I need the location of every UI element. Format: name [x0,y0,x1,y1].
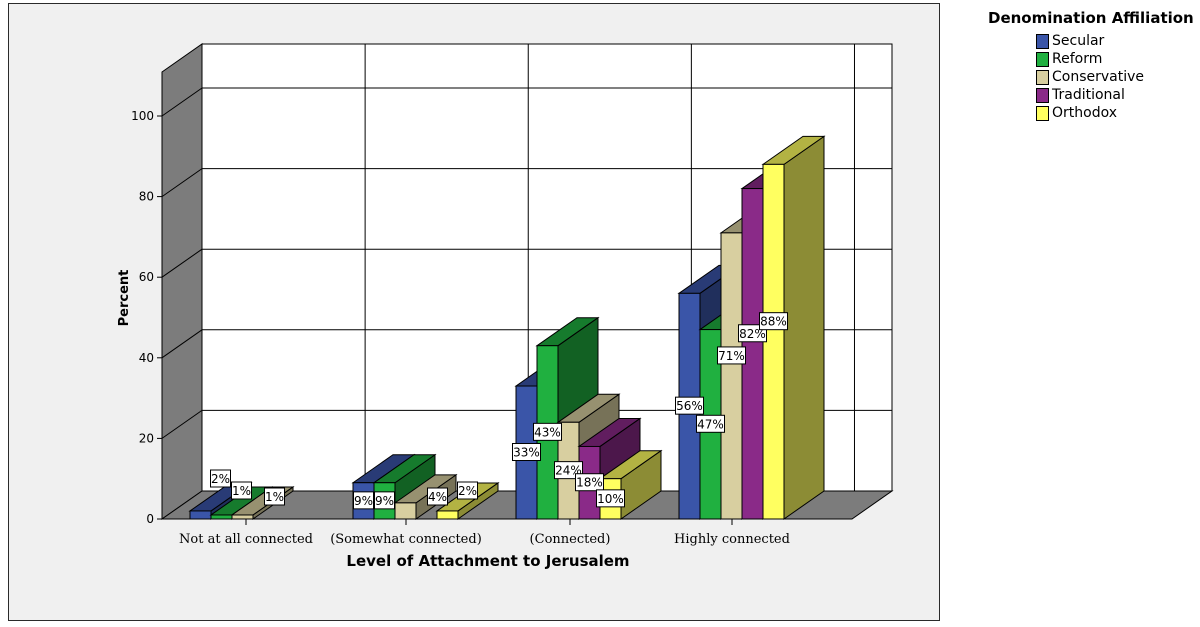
y-axis-label: Percent [117,270,132,327]
x-tick-label: (Somewhat connected) [330,532,482,547]
data-label-box [231,481,252,500]
data-label: 33% [513,446,540,460]
legend-label: Reform [1052,51,1103,67]
data-label: 4% [428,490,447,504]
data-label-box [512,443,541,462]
gridline [161,87,203,117]
legend-swatch-reform [1036,51,1049,67]
gridline [161,329,203,359]
data-label: 47% [697,417,724,431]
data-label-box [374,491,395,510]
data-label-box [696,414,725,433]
data-label-box [759,312,788,331]
data-label: 88% [760,315,787,329]
legend: Secular Reform Conservative Traditional … [1036,32,1144,122]
y-tick-label: 40 [139,351,154,365]
legend-item: Traditional [1036,86,1144,104]
legend-title: Denomination Affiliation [988,9,1194,27]
data-label: 1% [232,484,251,498]
y-tick-label: 20 [139,431,154,445]
data-label: 10% [597,492,624,506]
bar [436,510,459,520]
data-label: 56% [676,399,703,413]
x-tick-label: Highly connected [674,532,790,547]
data-label: 2% [211,472,230,486]
data-label: 18% [576,476,603,490]
legend-label: Conservative [1052,69,1145,85]
legend-label: Secular [1052,33,1105,49]
data-label-box [533,422,562,441]
y-tick-label: 100 [131,109,154,123]
y-tick-label: 80 [139,190,154,204]
data-label-box [596,489,625,508]
bar [720,232,743,520]
legend-swatch-traditional [1036,87,1049,103]
bar-side [783,135,825,520]
x-axis-label: Level of Attachment to Jerusalem [346,552,629,570]
legend-item: Reform [1036,50,1144,68]
side-wall [161,43,203,520]
x-tick-label: Not at all connected [179,532,313,547]
legend-swatch-conservative [1036,69,1049,85]
data-label-box [575,473,604,492]
gridline [161,409,203,439]
bar [231,514,254,520]
data-label-box [210,469,231,488]
data-label-box [675,396,704,415]
bar [210,514,233,520]
bar [394,502,417,520]
legend-label: Traditional [1052,87,1125,103]
y-tick-label: 60 [139,270,154,284]
data-label: 9% [354,494,373,508]
legend-label: Orthodox [1052,105,1118,121]
x-tick-label: (Connected) [530,532,611,547]
data-label: 43% [534,425,561,439]
data-label-box [353,491,374,510]
legend-item: Orthodox [1036,104,1144,122]
data-label: 1% [265,490,284,504]
gridline [161,248,203,278]
gridline [161,168,203,198]
data-label: 82% [739,327,766,341]
legend-item: Conservative [1036,68,1144,86]
data-label: 71% [718,349,745,363]
data-label-box [717,346,746,365]
bar [189,510,212,520]
data-label: 2% [458,484,477,498]
legend-swatch-orthodox [1036,105,1049,121]
legend-item: Secular [1036,32,1144,50]
data-label: 9% [375,494,394,508]
data-label-box [264,487,285,506]
data-label-box [427,487,448,506]
data-label-box [457,481,478,500]
y-tick-label: 0 [146,512,154,526]
legend-swatch-secular [1036,33,1049,49]
